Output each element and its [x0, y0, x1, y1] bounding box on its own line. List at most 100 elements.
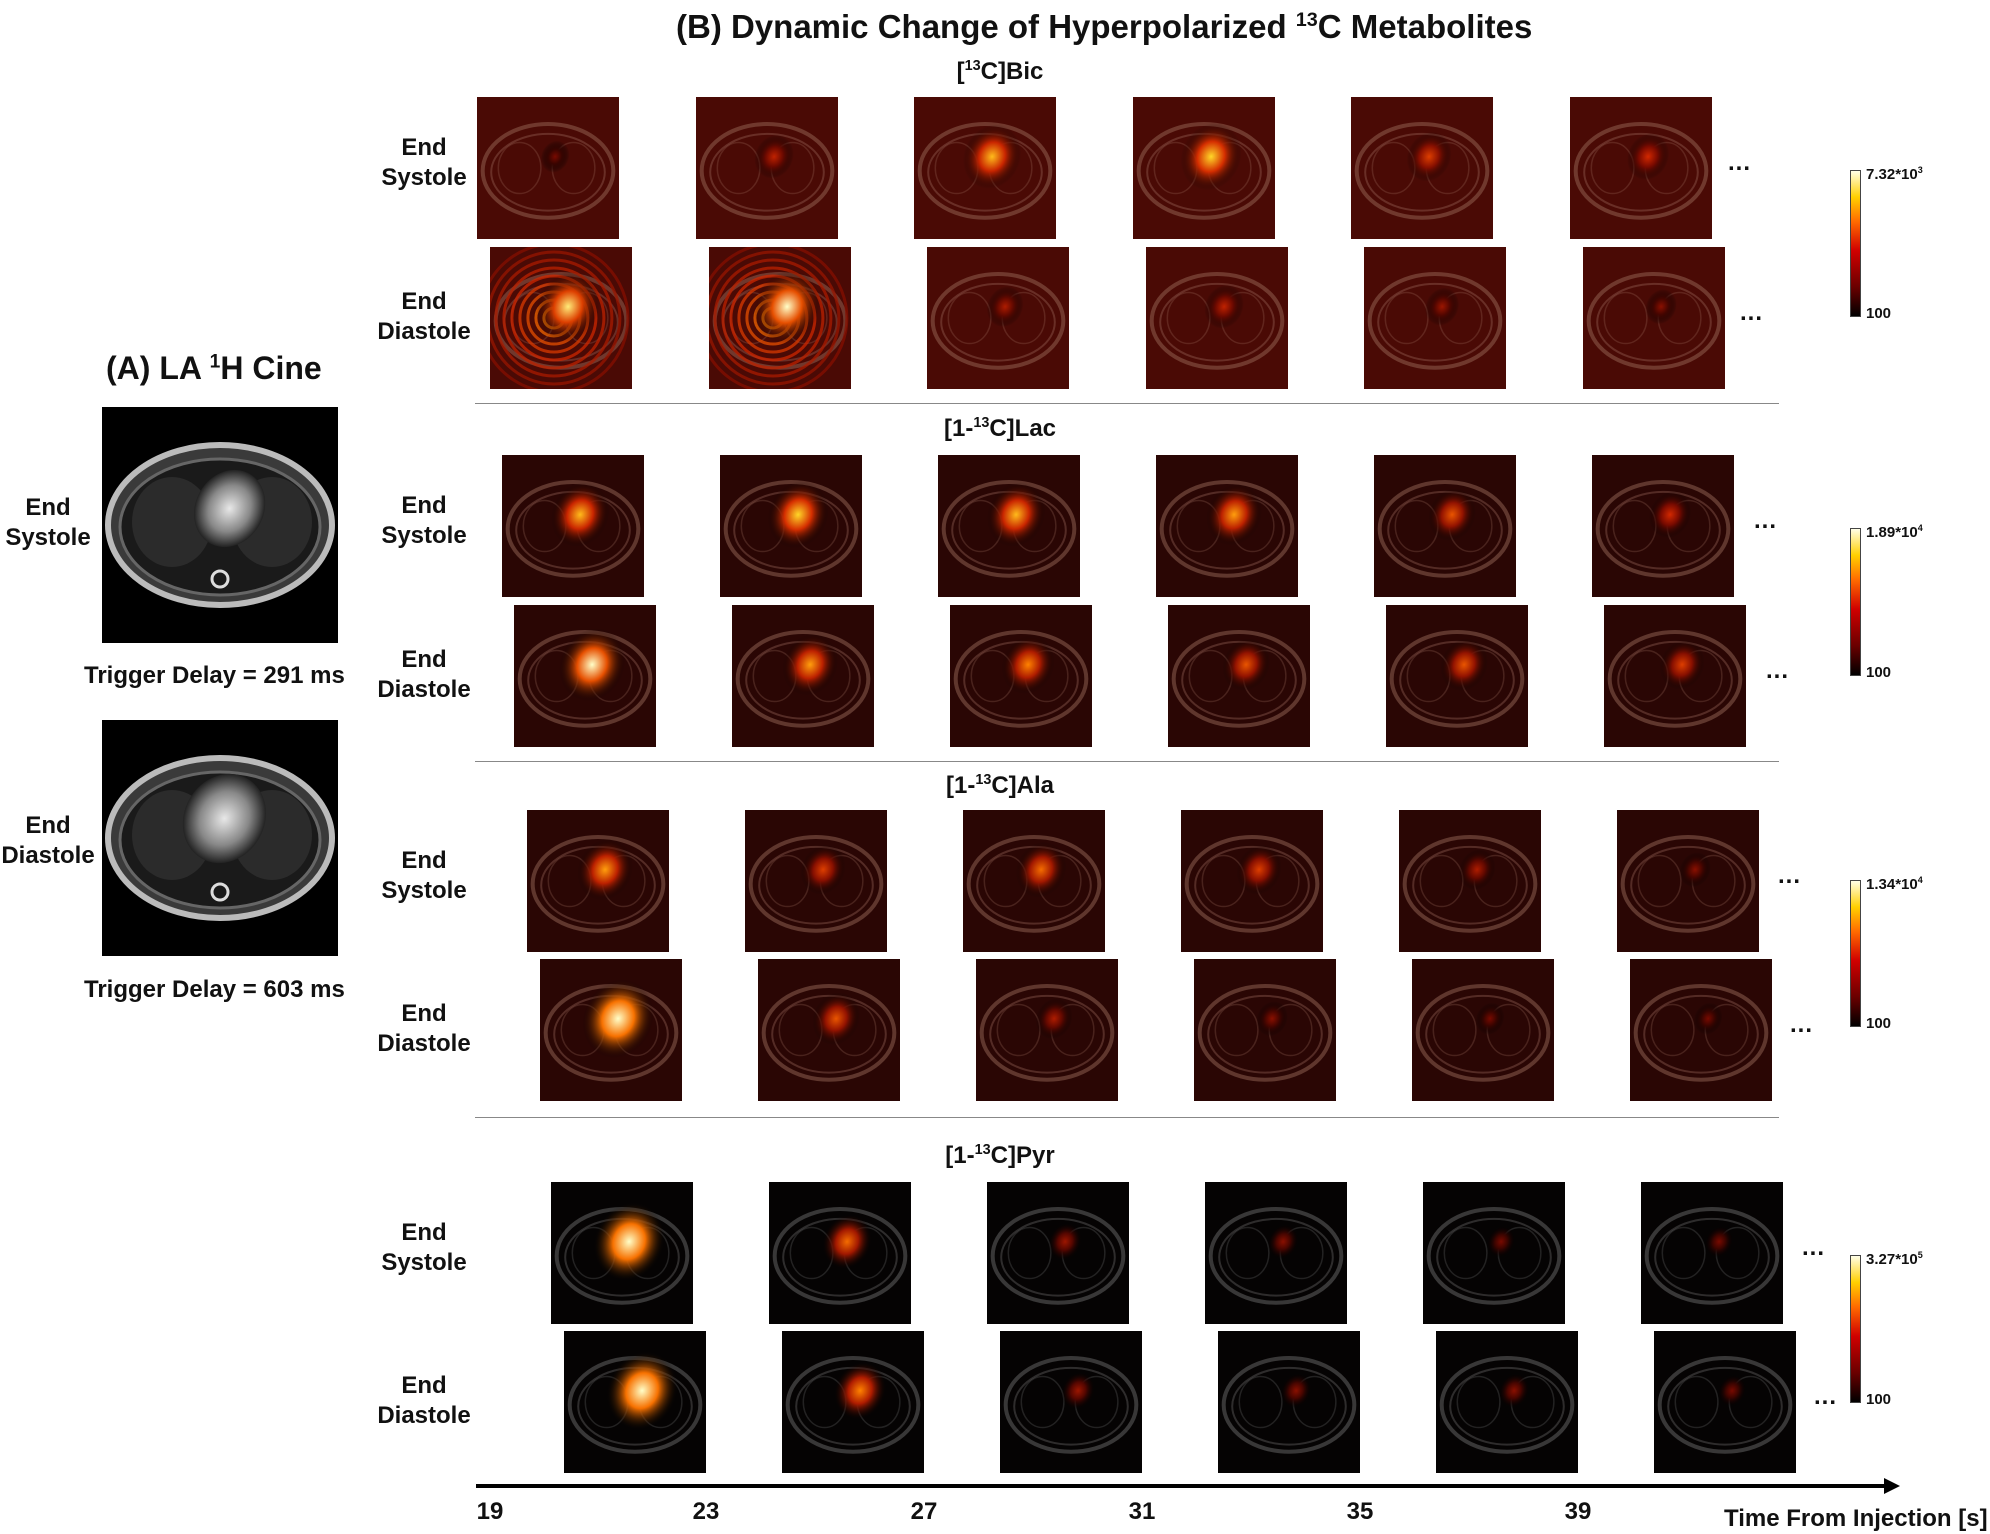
row-label-line2: Systole: [381, 877, 467, 904]
ellipsis-systole: ...: [1728, 149, 1752, 176]
row-label-systole: End Systole: [364, 133, 484, 193]
heatmap-tile-diastole: [1630, 959, 1772, 1101]
row-label-line1: End: [401, 492, 447, 519]
row-label-line2: Systole: [381, 164, 467, 191]
colorbar-max-label: 3.27*105: [1866, 1250, 1923, 1269]
heatmap-tile-systole: [745, 810, 887, 952]
time-axis-tick-label: 23: [692, 1498, 720, 1525]
colorbar: [1850, 528, 1861, 676]
heatmap-tile-systole: [769, 1182, 911, 1324]
section-separator: [475, 761, 1779, 762]
heatmap-tile-systole: [914, 97, 1056, 239]
heatmap-tile-diastole: [782, 1331, 924, 1473]
heatmap-tile-systole: [938, 455, 1080, 597]
time-axis-line: [476, 1484, 1886, 1488]
trigger-delay-diastole: Trigger Delay = 603 ms: [84, 976, 345, 1003]
metabolite-label: [1-13C]Lac: [943, 415, 1057, 442]
time-axis-tick-label: 27: [910, 1498, 938, 1525]
heatmap-tile-diastole: [1582, 247, 1725, 389]
panel-a-label-diastole: End Diastole: [1, 812, 95, 869]
row-label-line2: Systole: [381, 1249, 467, 1276]
heatmap-tile-diastole: [758, 959, 900, 1101]
row-label-diastole: End Diastole: [364, 1371, 484, 1431]
row-label-diastole: End Diastole: [364, 999, 484, 1059]
row-label-line2: Diastole: [377, 1402, 471, 1429]
time-axis-tick-label: 39: [1564, 1498, 1592, 1525]
metabolite-label: [13C]Bic: [956, 58, 1044, 85]
heatmap-tile-diastole: [950, 605, 1092, 747]
heatmap-tile-systole: [1351, 97, 1493, 239]
time-axis-arrowhead: [1884, 1478, 1900, 1494]
row-label-line1: End: [401, 1372, 447, 1399]
colorbar-min-label: 100: [1866, 664, 1892, 681]
heatmap-tile-diastole: [1218, 1331, 1360, 1473]
cine-image-end-diastole: [102, 720, 338, 956]
heatmap-tile-systole: [1374, 455, 1516, 597]
colorbar-max-label: 1.34*104: [1866, 875, 1923, 894]
metabolite-label: [1-13C]Pyr: [945, 1142, 1055, 1169]
heatmap-tile-systole: [720, 455, 862, 597]
time-axis-tick-label: 31: [1128, 1498, 1156, 1525]
heatmap-tile-diastole: [927, 247, 1069, 389]
heatmap-tile-systole: [1156, 455, 1298, 597]
heatmap-tile-systole: [502, 455, 644, 597]
heatmap-tile-systole: [527, 810, 669, 952]
row-label-line2: Diastole: [377, 1030, 471, 1057]
panel-a-label-systole: End Systole: [5, 494, 91, 551]
heatmap-tile-diastole: [976, 959, 1118, 1101]
colorbar-min-label: 100: [1866, 1391, 1892, 1408]
colorbar: [1850, 880, 1861, 1027]
row-label-systole: End Systole: [364, 1218, 484, 1278]
row-label-line1: End: [401, 134, 447, 161]
section-separator: [475, 1117, 1779, 1118]
row-label-line2: Systole: [381, 522, 467, 549]
heatmap-tile-diastole: [1386, 605, 1528, 747]
heatmap-tile-diastole: [1604, 605, 1746, 747]
heatmap-tile-systole: [987, 1182, 1129, 1324]
heatmap-tile-diastole: [708, 247, 851, 389]
colorbar-max-label: 1.89*104: [1866, 523, 1923, 542]
ellipsis-diastole: ...: [1766, 657, 1790, 684]
heatmap-tile-diastole: [564, 1331, 706, 1473]
heatmap-tile-diastole: [514, 605, 656, 747]
trigger-delay-systole: Trigger Delay = 291 ms: [84, 662, 345, 689]
heatmap-tile-systole: [477, 97, 619, 239]
heatmap-tile-diastole: [1436, 1331, 1578, 1473]
ellipsis-systole: ...: [1754, 507, 1778, 534]
heatmap-tile-systole: [963, 810, 1105, 952]
cine-image-end-systole: [102, 407, 338, 643]
panel-a-title: (A) LA 1H Cine: [106, 350, 322, 386]
colorbar: [1850, 1255, 1861, 1403]
time-axis-label: Time From Injection [s]: [1724, 1505, 1988, 1532]
heatmap-tile-diastole: [1145, 247, 1288, 389]
row-label-diastole: End Diastole: [364, 645, 484, 705]
colorbar: [1850, 170, 1861, 317]
row-label-systole: End Systole: [364, 846, 484, 906]
heatmap-tile-diastole: [1364, 247, 1506, 389]
row-label-line2: Diastole: [377, 318, 471, 345]
time-axis-tick-label: 35: [1346, 1498, 1374, 1525]
heatmap-tile-systole: [1423, 1182, 1565, 1324]
row-label-line2: Diastole: [377, 676, 471, 703]
heatmap-tile-diastole: [540, 959, 682, 1101]
row-label-line1: End: [401, 847, 447, 874]
row-label-line1: End: [401, 646, 447, 673]
heatmap-tile-systole: [1592, 455, 1734, 597]
row-label-systole: End Systole: [364, 491, 484, 551]
heatmap-tile-diastole: [1412, 959, 1554, 1101]
row-label-diastole: End Diastole: [364, 287, 484, 347]
heatmap-tile-diastole: [1000, 1331, 1142, 1473]
heatmap-tile-systole: [1181, 810, 1323, 952]
heatmap-tile-systole: [551, 1182, 693, 1324]
metabolite-label: [1-13C]Ala: [945, 772, 1055, 799]
row-label-line1: End: [401, 1219, 447, 1246]
heatmap-tile-diastole: [490, 247, 632, 389]
ellipsis-systole: ...: [1778, 862, 1802, 889]
heatmap-tile-diastole: [732, 605, 874, 747]
heatmap-tile-systole: [1569, 97, 1712, 239]
heatmap-tile-systole: [1641, 1182, 1783, 1324]
ellipsis-diastole: ...: [1790, 1011, 1814, 1038]
colorbar-min-label: 100: [1866, 1015, 1892, 1032]
heatmap-tile-systole: [695, 97, 838, 239]
heatmap-tile-systole: [1132, 97, 1275, 239]
